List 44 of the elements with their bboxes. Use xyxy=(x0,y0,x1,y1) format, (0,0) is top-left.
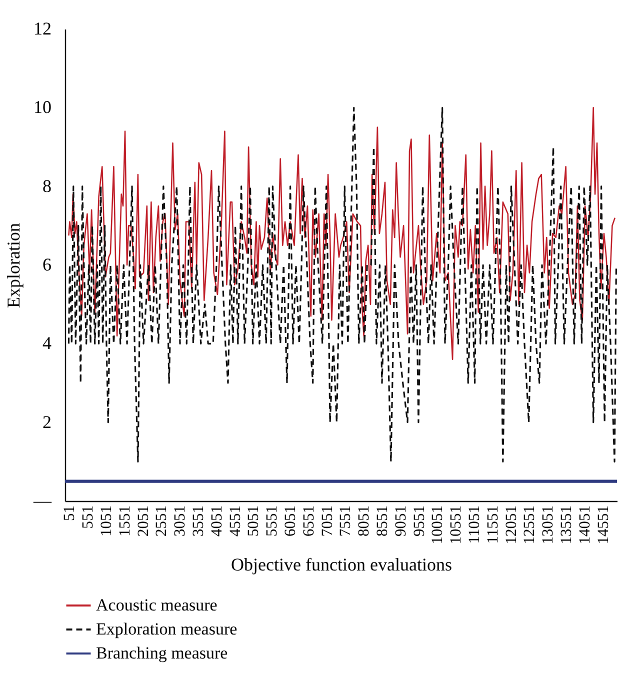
legend-label: Exploration measure xyxy=(96,620,238,638)
x-tick-label: 4551 xyxy=(226,506,244,536)
x-axis-title: Objective function evaluations xyxy=(231,554,452,574)
y-tick-label: 12 xyxy=(34,18,52,38)
x-tick-label: 13051 xyxy=(540,506,557,544)
x-tick-label: 11051 xyxy=(466,506,484,544)
y-axis-title: Exploration xyxy=(4,223,24,308)
x-tick-label: 7051 xyxy=(318,506,336,536)
y-tick-label: — xyxy=(32,490,52,510)
legend-label: Branching measure xyxy=(96,644,228,662)
y-tick-label: 8 xyxy=(42,176,52,196)
y-tick-label: 6 xyxy=(42,254,52,274)
x-tick-label: 12551 xyxy=(521,506,538,544)
line-series xyxy=(68,106,617,462)
x-tick-label: 1551 xyxy=(116,506,134,536)
x-tick-label: 9051 xyxy=(392,506,410,536)
x-tick-label: 12051 xyxy=(502,506,520,544)
x-tick-label: 7551 xyxy=(337,506,354,536)
x-tick-label: 8051 xyxy=(356,506,373,536)
x-tick-label: 5551 xyxy=(264,506,281,536)
x-tick-label: 14551 xyxy=(594,506,612,544)
x-tick-label: 2051 xyxy=(134,506,152,536)
x-tick-label: 4051 xyxy=(208,506,226,536)
x-tick-label: 6551 xyxy=(300,506,318,536)
x-tick-label: 51 xyxy=(61,506,78,521)
y-tick-label: 4 xyxy=(42,333,52,354)
x-tick-label: 3051 xyxy=(172,506,189,536)
x-tick-label: 8551 xyxy=(374,506,392,536)
x-tick-label: 14051 xyxy=(576,506,594,544)
x-tick-label: 5051 xyxy=(245,506,262,536)
y-tick-label: 10 xyxy=(34,97,52,118)
x-tick-label: 3551 xyxy=(190,506,208,536)
x-tick-label: 6051 xyxy=(282,506,300,536)
x-tick-label: 9551 xyxy=(410,506,428,536)
x-tick-label: 10051 xyxy=(429,506,446,544)
line-series xyxy=(68,107,616,360)
x-tick-label: 11551 xyxy=(484,506,502,544)
x-tick-label: 1051 xyxy=(98,506,116,536)
x-tick-label: 10551 xyxy=(448,506,465,544)
x-tick-label: 2551 xyxy=(153,506,170,536)
x-tick-label: 13551 xyxy=(558,506,576,544)
x-tick-label: 551 xyxy=(80,506,97,529)
y-tick-label: 2 xyxy=(42,412,52,432)
legend-label: Acoustic measure xyxy=(96,596,218,614)
